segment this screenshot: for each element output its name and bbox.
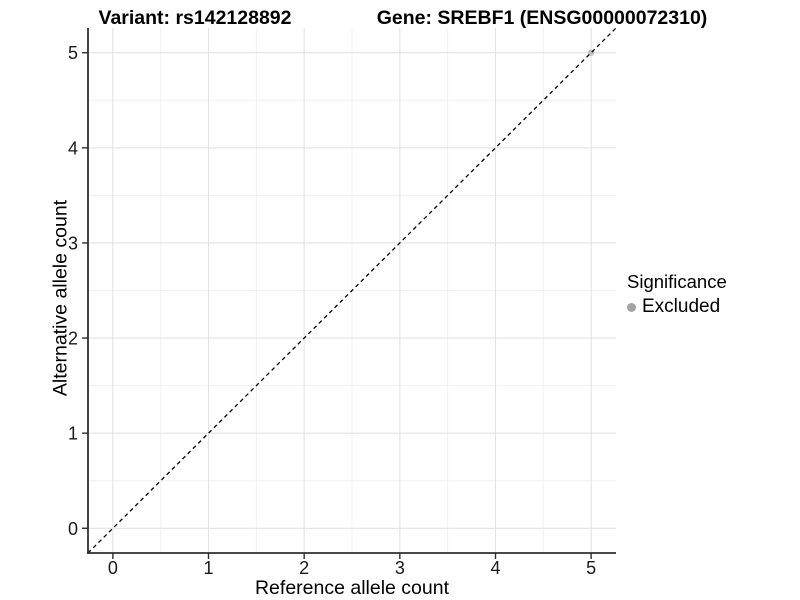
x-tick-label: 2: [299, 558, 309, 578]
y-tick-label: 0: [68, 519, 78, 539]
y-tick-label: 3: [68, 233, 78, 253]
variant-title: Variant: rs142128892: [98, 7, 292, 29]
y-axis-title: Alternative allele count: [49, 199, 72, 397]
legend-item-excluded: Excluded: [627, 296, 727, 318]
legend-point-icon: [627, 302, 636, 312]
identity-reference-line: [87, 27, 617, 554]
y-tick-label: 1: [68, 424, 78, 444]
x-tick-label: 0: [108, 558, 118, 578]
y-tick-label: 5: [68, 43, 78, 63]
y-tick-label: 2: [68, 329, 78, 349]
x-tick-label: 5: [586, 558, 596, 578]
legend-title: Significance: [627, 271, 727, 292]
legend-item-label: Excluded: [642, 296, 721, 317]
x-tick-label: 4: [490, 558, 500, 578]
x-axis-title: Reference allele count: [254, 577, 450, 599]
x-tick-label: 1: [204, 558, 214, 578]
legend: Significance Excluded: [627, 271, 727, 318]
y-tick-label: 4: [68, 138, 78, 158]
x-tick-label: 3: [395, 558, 405, 578]
gene-title: Gene: SREBF1 (ENSG00000072310): [376, 7, 708, 29]
